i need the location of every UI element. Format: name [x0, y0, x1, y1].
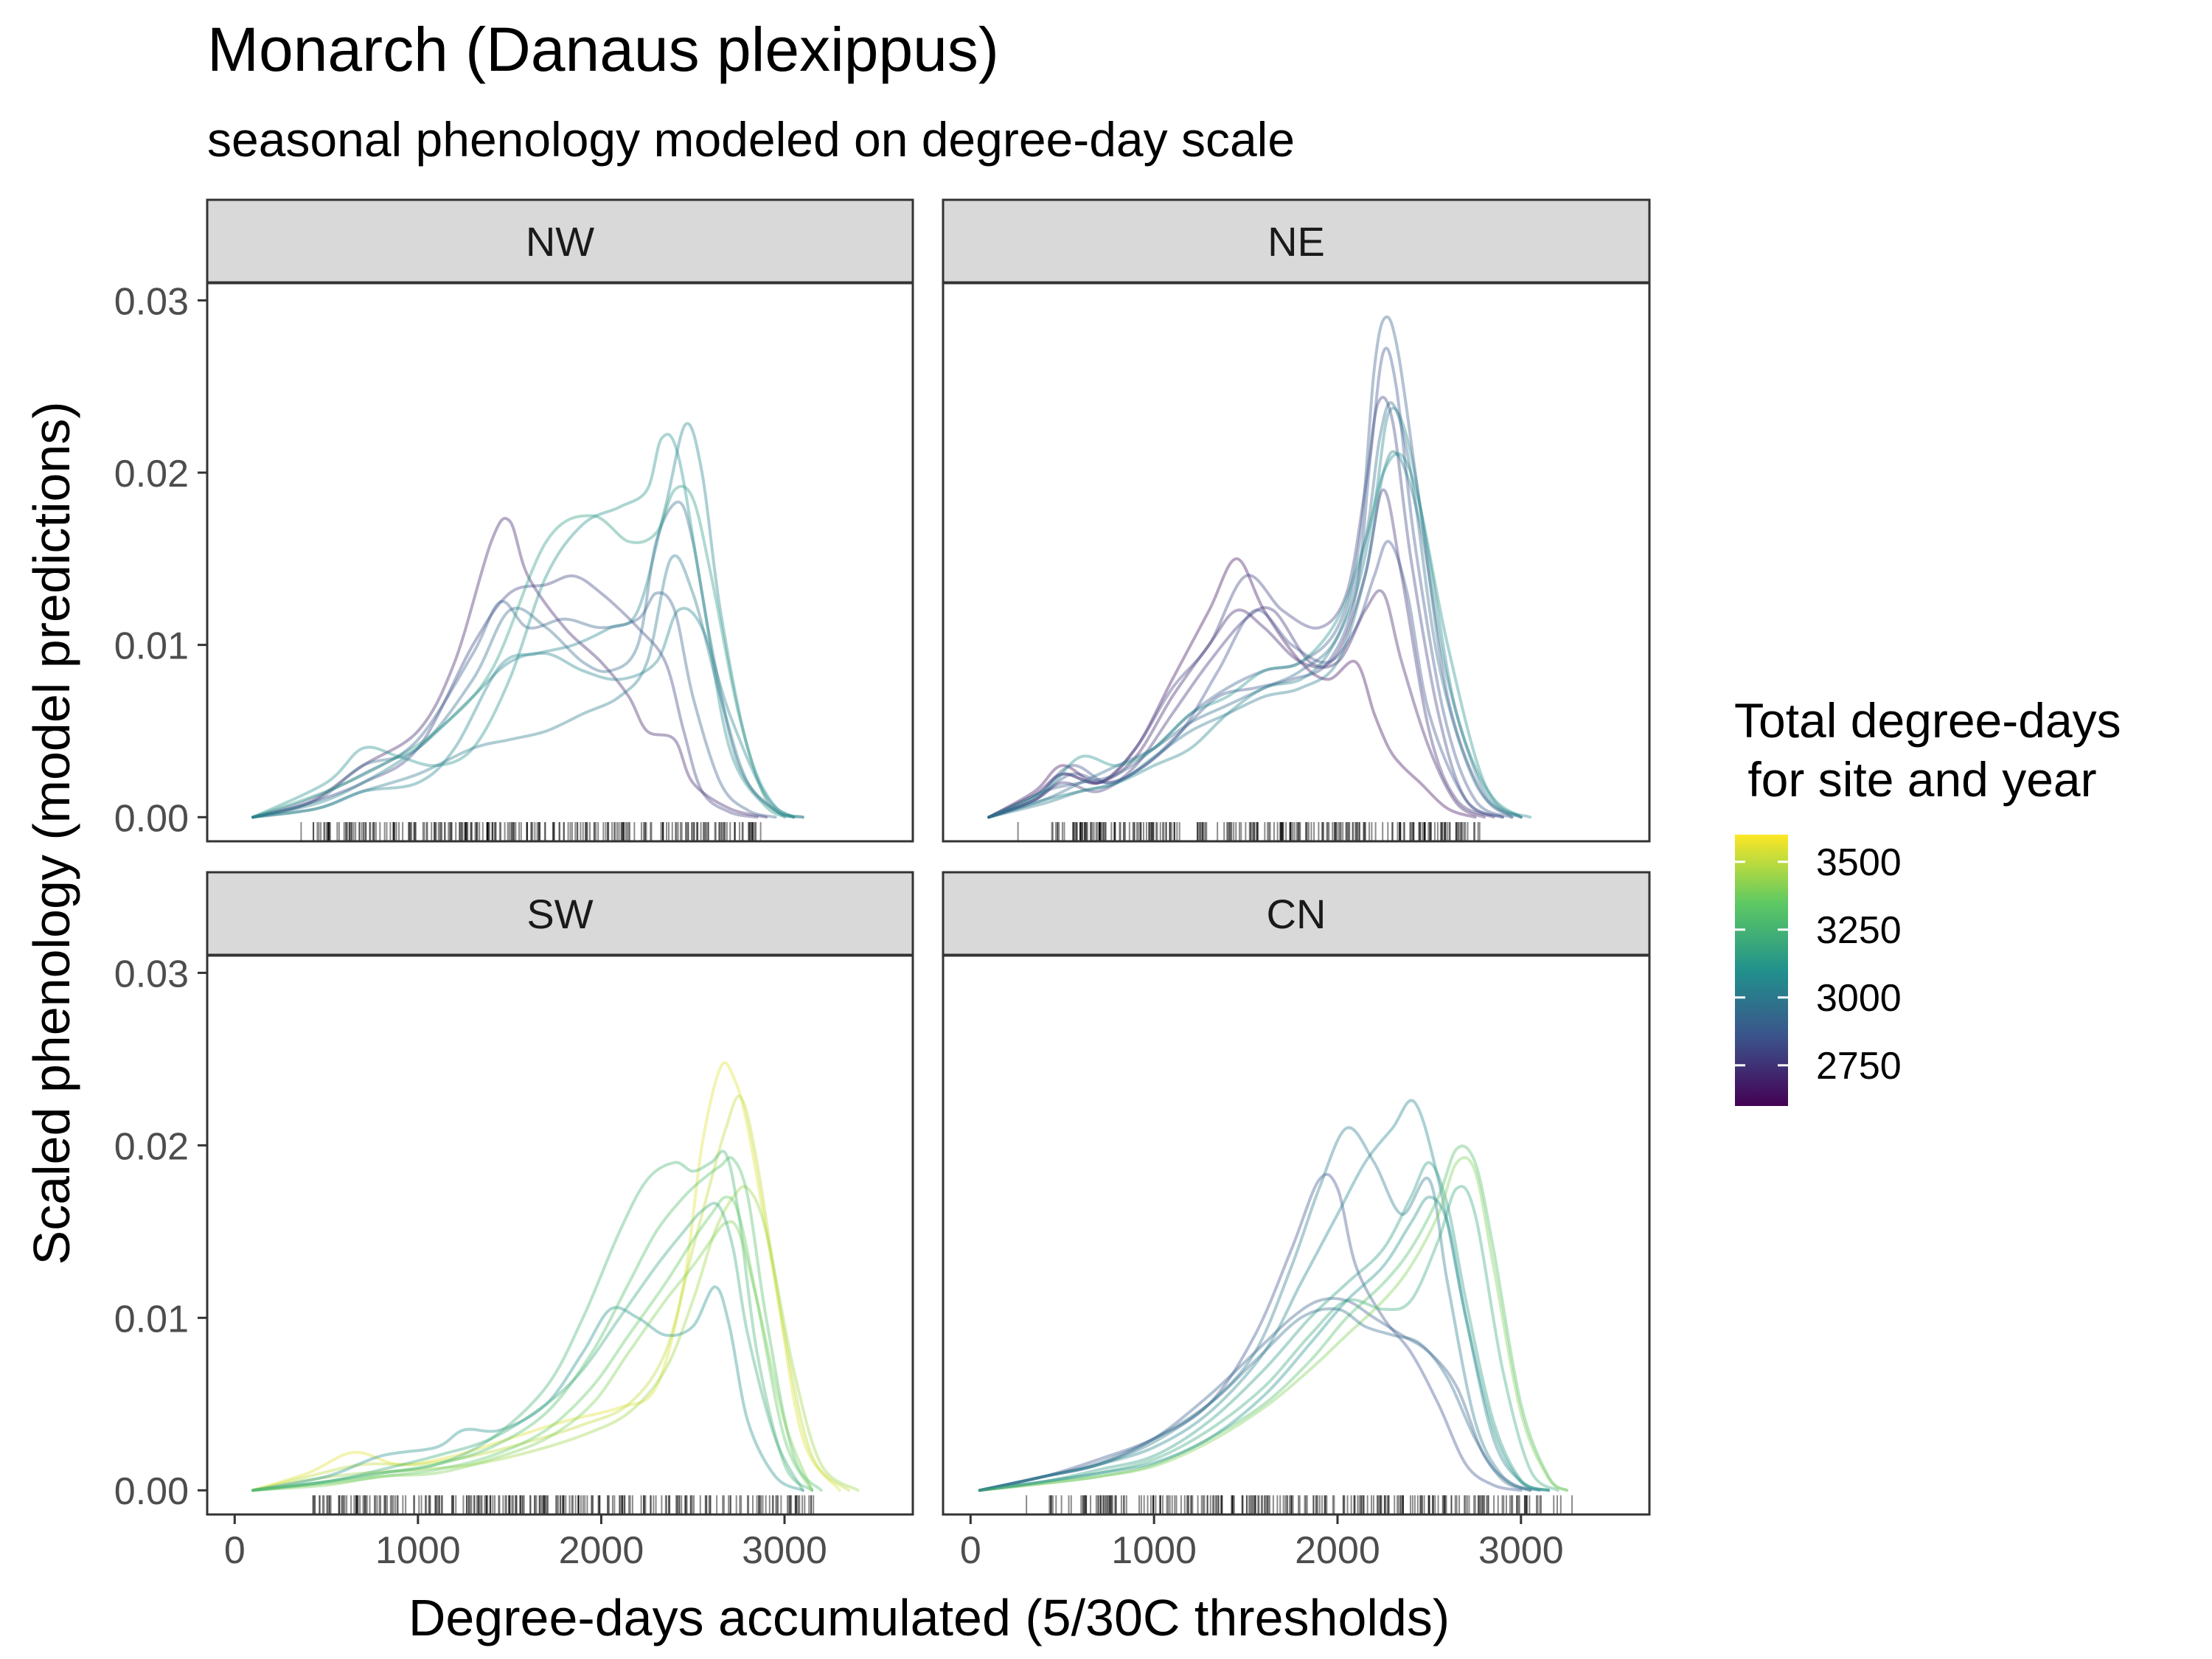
phenology-curve [251, 591, 777, 819]
phenology-curve [987, 406, 1532, 819]
panel-cn: CN [942, 871, 1651, 1516]
phenology-curve [987, 315, 1523, 819]
phenology-curve [987, 557, 1477, 819]
panel-background [943, 956, 1649, 1514]
phenology-curve [251, 484, 796, 819]
panel-nw: NW [206, 198, 914, 843]
panel-curves [251, 1061, 860, 1492]
chart-subtitle: seasonal phenology modeled on degree-day… [207, 112, 1295, 167]
chart-title: Monarch (Danaus plexippus) [207, 15, 999, 84]
x-tick-label: 0 [224, 1529, 246, 1572]
panel-background [207, 956, 913, 1514]
panel-ne: NE [942, 198, 1651, 843]
panel-curves [987, 315, 1532, 819]
phenology-curve [987, 452, 1523, 819]
x-tick-label: 1000 [375, 1529, 461, 1572]
y-tick-label: 0.01 [114, 1298, 189, 1340]
phenology-curve [987, 401, 1514, 819]
facet-strip [942, 198, 1651, 284]
panel-border [942, 282, 1651, 843]
y-tick-label: 0.02 [114, 453, 189, 495]
phenology-curve [251, 500, 804, 819]
colorbar-tick-label: 2750 [1816, 1045, 1902, 1088]
panel-border [206, 282, 914, 843]
phenology-curve [987, 395, 1504, 819]
phenology-curve [987, 540, 1504, 819]
phenology-curve [978, 1172, 1523, 1492]
panel-border [942, 954, 1651, 1516]
x-tick-label: 1000 [1111, 1529, 1197, 1572]
facet-label: NW [526, 218, 594, 265]
panel-border [206, 954, 914, 1516]
phenology-curve [251, 554, 786, 819]
y-tick-label: 0.00 [114, 1470, 189, 1513]
phenology-curve [978, 1144, 1568, 1492]
x-axis-label: Degree-days accumulated (5/30C threshold… [408, 1589, 1450, 1646]
legend: Total degree-days for site and year 2750 3… [1734, 693, 2121, 1106]
phenology-curve [978, 1099, 1551, 1492]
phenology-curve [251, 1285, 804, 1492]
phenology-curve [987, 347, 1514, 819]
phenology-curve [978, 1195, 1551, 1492]
rug-marks [312, 1495, 815, 1514]
y-axes: 0.00 0.01 0.02 0.03 0.00 0.01 0.02 0.03 [114, 280, 207, 1513]
facet-strip [942, 871, 1651, 956]
phenology-curve [251, 1195, 814, 1492]
y-tick-label: 0.03 [114, 953, 189, 995]
facet-strip [206, 198, 914, 284]
phenology-curve [251, 517, 768, 819]
legend-title: for site and year [1734, 752, 2097, 807]
colorbar [1735, 835, 1788, 1106]
x-tick-label: 0 [960, 1529, 981, 1572]
x-tick-label: 3000 [1478, 1529, 1564, 1572]
rug-marks [300, 822, 762, 841]
phenology-curve [251, 1220, 814, 1492]
facet-strip [206, 871, 914, 956]
phenology-curve [978, 1307, 1532, 1492]
panel-background [207, 283, 913, 841]
phenology-curve [251, 607, 796, 819]
phenology-curve [987, 450, 1523, 819]
facet-label: CN [1267, 891, 1326, 937]
x-axes: 0 1000 2000 3000 0 1000 2000 3000 [224, 1514, 1564, 1572]
phenology-curve [251, 1185, 860, 1492]
y-axis-label: Scaled phenology (model predictions) [23, 401, 80, 1265]
y-tick-label: 0.00 [114, 797, 189, 840]
colorbar-tick-label: 3000 [1816, 977, 1902, 1020]
facet-panels: NW NE SW CN [206, 198, 1651, 1516]
phenology-curve [251, 1201, 804, 1492]
x-tick-label: 3000 [742, 1529, 827, 1572]
panel-background [943, 283, 1649, 841]
y-tick-label: 0.02 [114, 1125, 189, 1168]
colorbar-tick-label: 3500 [1816, 841, 1902, 884]
facet-label: SW [526, 891, 593, 937]
phenology-curve [987, 488, 1495, 819]
phenology-curve [978, 1126, 1532, 1492]
y-tick-label: 0.01 [114, 625, 189, 668]
phenology-curve [251, 433, 796, 819]
colorbar-tick-label: 3250 [1816, 909, 1902, 952]
phenology-curve [251, 574, 759, 819]
legend-title: Total degree-days [1734, 693, 2121, 748]
phenology-curve [251, 1150, 814, 1492]
y-tick-label: 0.03 [114, 280, 189, 323]
phenology-curve [987, 589, 1486, 819]
panel-curves [978, 1099, 1568, 1492]
x-tick-label: 2000 [1295, 1529, 1380, 1572]
facet-label: NE [1267, 218, 1325, 265]
x-tick-label: 2000 [559, 1529, 644, 1572]
phenology-curve [251, 422, 804, 819]
phenology-curve [978, 1185, 1559, 1492]
phenology-curve [251, 1155, 823, 1492]
phenology-curve [978, 1296, 1541, 1492]
rug-marks [1017, 822, 1481, 841]
phenology-curve [251, 1094, 850, 1492]
panel-sw: SW [206, 871, 914, 1516]
phenology-curve [251, 1061, 841, 1492]
rug-marks [1026, 1495, 1573, 1514]
panel-curves [251, 422, 804, 819]
phenology-curve [978, 1155, 1568, 1492]
phenology-curve [978, 1161, 1551, 1492]
